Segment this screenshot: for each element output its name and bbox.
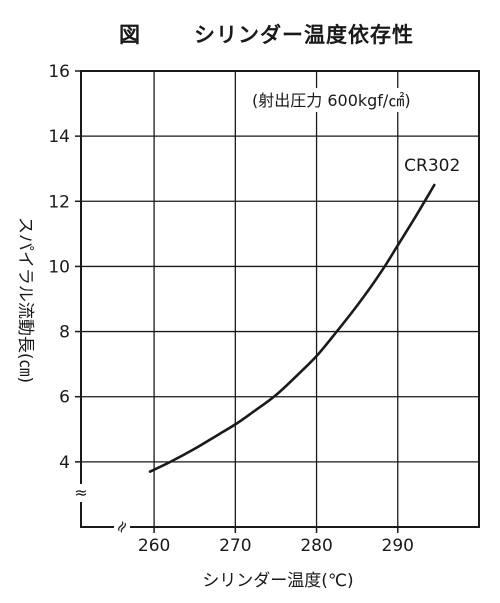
y-tick-label-14: 14 bbox=[48, 127, 70, 147]
y-tick-label-12: 12 bbox=[48, 192, 70, 212]
tick-marks bbox=[75, 70, 399, 533]
x-tick-label-280: 280 bbox=[300, 536, 332, 556]
y-axis-label: スパイラル流動長(㎝) bbox=[15, 217, 35, 383]
series-line-0 bbox=[148, 183, 436, 473]
chart-title: シリンダー温度依存性 bbox=[194, 23, 414, 47]
y-axis-break-mark: ≈ bbox=[74, 483, 87, 502]
series-layer: CR302 bbox=[148, 154, 463, 473]
x-axis-break-gap bbox=[114, 518, 130, 536]
y-tick-label-8: 8 bbox=[59, 323, 70, 343]
pressure-annotation: (射出圧力 600kgf/㎠) bbox=[252, 91, 411, 110]
y-tick-label-6: 6 bbox=[59, 388, 70, 408]
series-label-0: CR302 bbox=[404, 156, 460, 176]
gridlines bbox=[81, 71, 479, 527]
x-tick-label-290: 290 bbox=[382, 536, 414, 556]
y-axis-break-gap bbox=[73, 484, 89, 502]
series-label-backdrop-0 bbox=[400, 154, 463, 176]
axis-break-marks: ≈ ≈ bbox=[73, 483, 133, 537]
x-tick-label-260: 260 bbox=[138, 536, 170, 556]
x-tick-label-270: 270 bbox=[219, 536, 251, 556]
y-tick-label-10: 10 bbox=[48, 257, 70, 277]
y-tick-label-16: 16 bbox=[48, 62, 70, 82]
annotation-backdrop bbox=[244, 88, 466, 112]
chart-title-prefix: 図 bbox=[119, 23, 141, 47]
plot-frame bbox=[80, 70, 480, 528]
x-axis-label: シリンダー温度(℃) bbox=[202, 571, 353, 591]
y-tick-label-4: 4 bbox=[59, 453, 70, 473]
tick-labels: 260 270 280 290 4 6 8 10 12 14 16 bbox=[48, 62, 414, 556]
